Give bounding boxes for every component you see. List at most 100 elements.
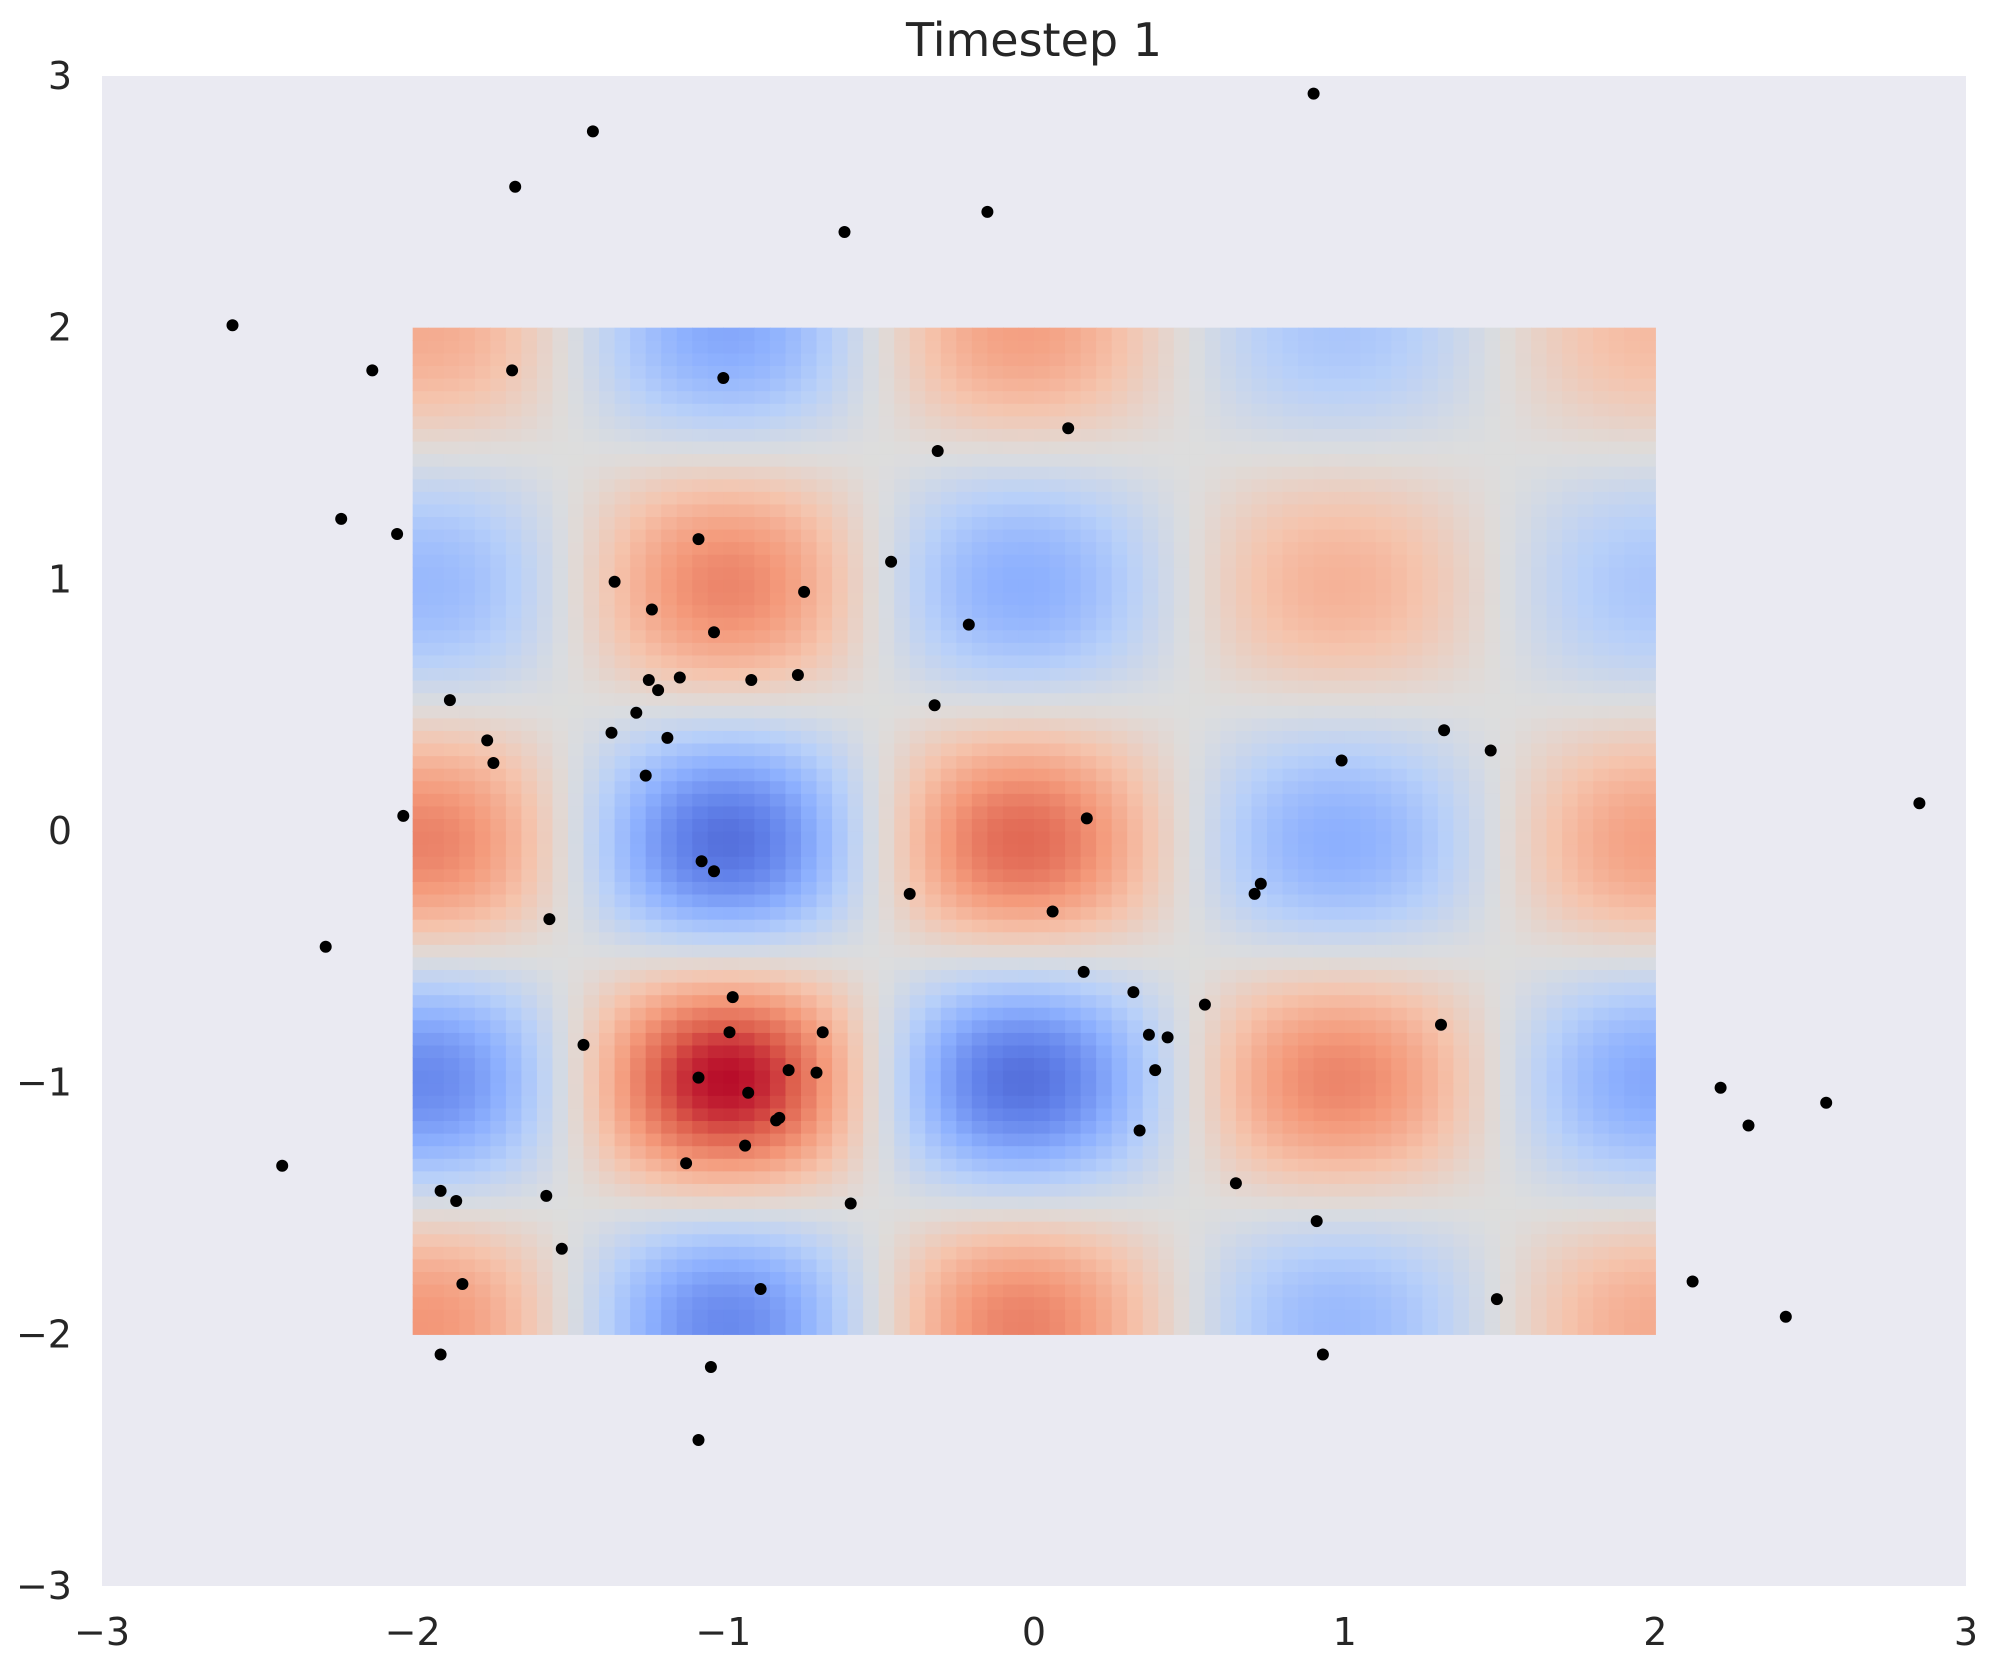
heatmap-cell: [707, 1170, 724, 1184]
heatmap-cell: [1267, 906, 1284, 920]
heatmap-cell: [1468, 1271, 1486, 1285]
heatmap-cell: [878, 1007, 895, 1021]
heatmap-cell: [878, 831, 895, 845]
heatmap-cell: [1639, 604, 1656, 618]
heatmap-cell: [1267, 1120, 1284, 1134]
heatmap-cell: [1375, 956, 1392, 971]
heatmap-cell: [1235, 982, 1253, 996]
heatmap-cell: [1406, 994, 1423, 1008]
heatmap-cell: [1018, 1170, 1035, 1184]
heatmap-cell: [1329, 1007, 1346, 1021]
heatmap-cell: [1220, 1208, 1237, 1222]
heatmap-cell: [1391, 868, 1408, 882]
heatmap-cell: [816, 755, 833, 769]
heatmap-cell: [785, 604, 802, 618]
heatmap-cell: [1173, 1070, 1190, 1084]
heatmap-cell: [956, 1183, 973, 1197]
heatmap-cell: [1034, 1107, 1051, 1122]
heatmap-cell: [661, 591, 678, 606]
heatmap-cell: [1204, 919, 1221, 933]
heatmap-cell: [1189, 1233, 1206, 1247]
heatmap-cell: [1453, 1221, 1470, 1235]
heatmap-cell: [490, 1095, 507, 1109]
heatmap-cell: [1189, 868, 1206, 882]
heatmap-cell: [645, 818, 662, 832]
heatmap-cell: [521, 1095, 538, 1109]
heatmap-cell: [1251, 1208, 1268, 1222]
heatmap-cell: [630, 755, 647, 769]
heatmap-cell: [1251, 793, 1268, 807]
heatmap-cell: [878, 843, 895, 857]
heatmap-cell: [1406, 1246, 1423, 1260]
heatmap-cell: [1546, 1158, 1563, 1172]
heatmap-cell: [428, 742, 445, 757]
heatmap-cell: [847, 667, 864, 681]
heatmap-cell: [785, 780, 802, 794]
heatmap-cell: [1329, 591, 1346, 606]
heatmap-cell: [785, 717, 802, 731]
heatmap-cell: [1111, 1208, 1128, 1222]
heatmap-cell: [1468, 1158, 1486, 1172]
heatmap-cell: [1142, 1133, 1159, 1147]
heatmap-cell: [769, 617, 787, 631]
heatmap-cell: [630, 1095, 647, 1109]
heatmap-cell: [832, 793, 849, 807]
heatmap-cell: [1298, 1321, 1315, 1335]
heatmap-cell: [692, 944, 709, 958]
heatmap-cell: [1235, 956, 1253, 971]
heatmap-cell: [1375, 604, 1392, 618]
heatmap-cell: [1002, 604, 1020, 618]
heatmap-cell: [1484, 1057, 1501, 1071]
heatmap-cell: [785, 692, 802, 706]
heatmap-cell: [971, 1145, 988, 1159]
heatmap-cell: [909, 1183, 926, 1197]
heatmap-cell: [832, 831, 849, 845]
heatmap-cell: [1034, 944, 1051, 958]
heatmap-cell: [1531, 856, 1548, 870]
heatmap-cell: [599, 742, 616, 757]
heatmap-cell: [1344, 793, 1361, 807]
heatmap-cell: [1562, 1120, 1579, 1134]
heatmap-cell: [1593, 1158, 1610, 1172]
heatmap-cell: [738, 956, 755, 971]
heatmap-cell: [1127, 1246, 1144, 1260]
heatmap-cell: [645, 629, 662, 643]
heatmap-cell: [987, 1321, 1004, 1335]
heatmap-cell: [940, 1095, 957, 1109]
heatmap-cell: [1344, 994, 1361, 1008]
heatmap-cell: [863, 591, 880, 606]
heatmap-cell: [583, 881, 600, 895]
heatmap-cell: [816, 654, 833, 669]
heatmap-cell: [1235, 1145, 1253, 1159]
heatmap-cell: [583, 680, 600, 694]
heatmap-cell: [459, 604, 476, 618]
heatmap-cell: [894, 642, 911, 656]
heatmap-cell: [676, 1221, 693, 1235]
heatmap-cell: [1220, 931, 1237, 945]
heatmap-cell: [1111, 742, 1128, 757]
heatmap-cell: [1018, 1208, 1035, 1222]
heatmap-cell: [459, 1057, 476, 1071]
heatmap-cell: [1127, 1271, 1144, 1285]
heatmap-cell: [1546, 919, 1563, 933]
heatmap-cell: [1360, 1044, 1377, 1059]
heatmap-cell: [1034, 617, 1051, 631]
heatmap-cell: [1500, 1246, 1517, 1260]
heatmap-cell: [1235, 843, 1253, 857]
heatmap-cell: [863, 1082, 880, 1096]
heatmap-cell: [490, 629, 507, 643]
heatmap-cell: [583, 1233, 600, 1247]
heatmap-cell: [1204, 1208, 1221, 1222]
heatmap-cell: [428, 1107, 445, 1122]
heatmap-cell: [723, 893, 740, 908]
heatmap-cell: [599, 667, 616, 681]
heatmap-cell: [412, 831, 429, 845]
heatmap-cell: [816, 893, 833, 908]
heatmap-cell: [1220, 881, 1237, 895]
heatmap-cell: [971, 1032, 988, 1046]
heatmap-cell: [692, 994, 709, 1008]
heatmap-cell: [676, 856, 693, 870]
heatmap-cell: [1235, 1208, 1253, 1222]
heatmap-cell: [894, 1158, 911, 1172]
heatmap-cell: [552, 541, 569, 555]
